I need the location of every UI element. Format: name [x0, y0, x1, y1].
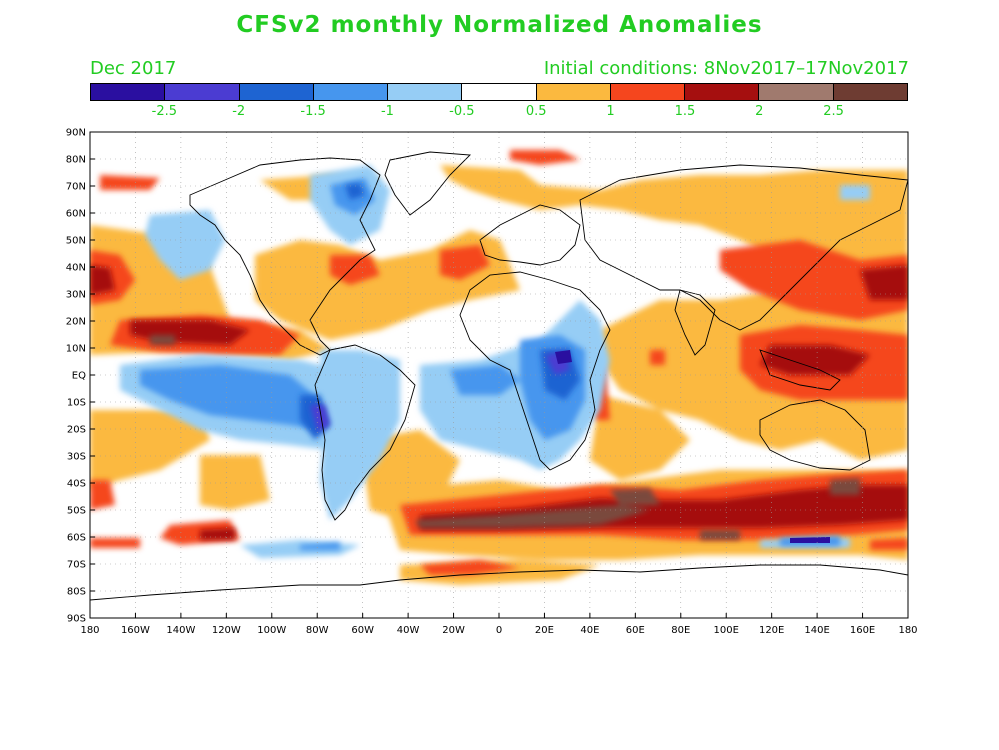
- latitude-label: EQ: [72, 371, 86, 382]
- color-scale-segment: [313, 84, 389, 100]
- latitude-label: 80S: [67, 587, 86, 598]
- color-scale-label: 0.5: [525, 104, 547, 119]
- longitude-label: 100W: [257, 625, 286, 636]
- color-scale-label: 1.5: [674, 104, 696, 119]
- latitude-label: 70N: [66, 182, 86, 193]
- longitude-label: 60E: [626, 625, 645, 636]
- color-scale-segment: [165, 84, 240, 100]
- longitude-label: 160W: [121, 625, 150, 636]
- color-scale-label: 2: [755, 104, 764, 119]
- longitude-label: 80E: [671, 625, 690, 636]
- latitude-label: 90N: [66, 128, 86, 139]
- latitude-label: 50S: [67, 506, 86, 517]
- color-scale-segment: [759, 84, 834, 100]
- longitude-label: 180: [898, 625, 917, 636]
- coastlines: [90, 151, 908, 601]
- color-scale-segment: [388, 84, 463, 100]
- longitude-label: 20W: [442, 625, 465, 636]
- longitude-label: 180: [80, 625, 99, 636]
- latitude-label: 10S: [67, 398, 86, 409]
- latitude-label: 20N: [66, 317, 86, 328]
- chart-title: CFSv2 monthly Normalized Anomalies: [236, 12, 763, 38]
- latitude-label: 30N: [66, 290, 86, 301]
- longitude-label: 100E: [714, 625, 739, 636]
- longitude-label: 20E: [535, 625, 554, 636]
- longitude-label: 140E: [804, 625, 829, 636]
- latitude-label: 80N: [66, 155, 86, 166]
- latitude-labels: 90N 80N 70N 60N 50N 40N 30N 20N 10N EQ 10S 20S 30S 40…: [66, 128, 95, 625]
- color-scale-label: -0.5: [449, 104, 475, 119]
- latitude-label: 40N: [66, 263, 86, 274]
- latitude-label: 50N: [66, 236, 86, 247]
- color-scale-segment: [685, 84, 760, 100]
- longitude-label: 140W: [166, 625, 195, 636]
- color-scale-label: -2.5: [151, 104, 178, 119]
- latitude-label: 60N: [66, 209, 86, 220]
- color-scale-label: -1.5: [300, 104, 326, 119]
- longitude-label: 40W: [397, 625, 420, 636]
- latitude-label: 90S: [67, 614, 86, 625]
- anomaly-field: [90, 132, 908, 618]
- longitude-label: 120W: [212, 625, 241, 636]
- latitude-label: 40S: [67, 479, 86, 490]
- color-scale-label: -1: [380, 104, 394, 119]
- latitude-label: 10N: [66, 344, 86, 355]
- longitude-label: 40E: [580, 625, 599, 636]
- color-scale-label: -2: [232, 104, 246, 119]
- month-label: Dec 2017: [90, 58, 177, 79]
- map-grid: [90, 132, 908, 618]
- longitude-label: 60W: [351, 625, 374, 636]
- latitude-label: 70S: [67, 560, 86, 571]
- color-scale-bar: [90, 83, 908, 101]
- longitude-label: 160E: [850, 625, 875, 636]
- longitude-label: 0: [496, 625, 502, 636]
- latitude-label: 60S: [67, 533, 86, 544]
- longitude-labels: 180 160W 140W 120W 100W 80W 60W 40W 20W 0 20E 40E 60…: [80, 613, 918, 636]
- color-scale-segment: [833, 84, 907, 100]
- color-scale-label: 2.5: [823, 104, 844, 119]
- longitude-label: 80W: [306, 625, 329, 636]
- longitude-label: 120E: [759, 625, 784, 636]
- color-scale-segment: [91, 84, 166, 100]
- latitude-label: 20S: [67, 425, 86, 436]
- initial-conditions-label: Initial conditions: 8Nov2017–17Nov2017: [543, 58, 909, 79]
- color-scale-segment: [536, 84, 611, 100]
- latitude-label: 30S: [67, 452, 86, 463]
- color-scale-segment: [610, 84, 686, 100]
- color-scale-label: 1: [606, 104, 615, 119]
- color-scale-segment: [239, 84, 314, 100]
- color-scale-segment: [462, 84, 537, 100]
